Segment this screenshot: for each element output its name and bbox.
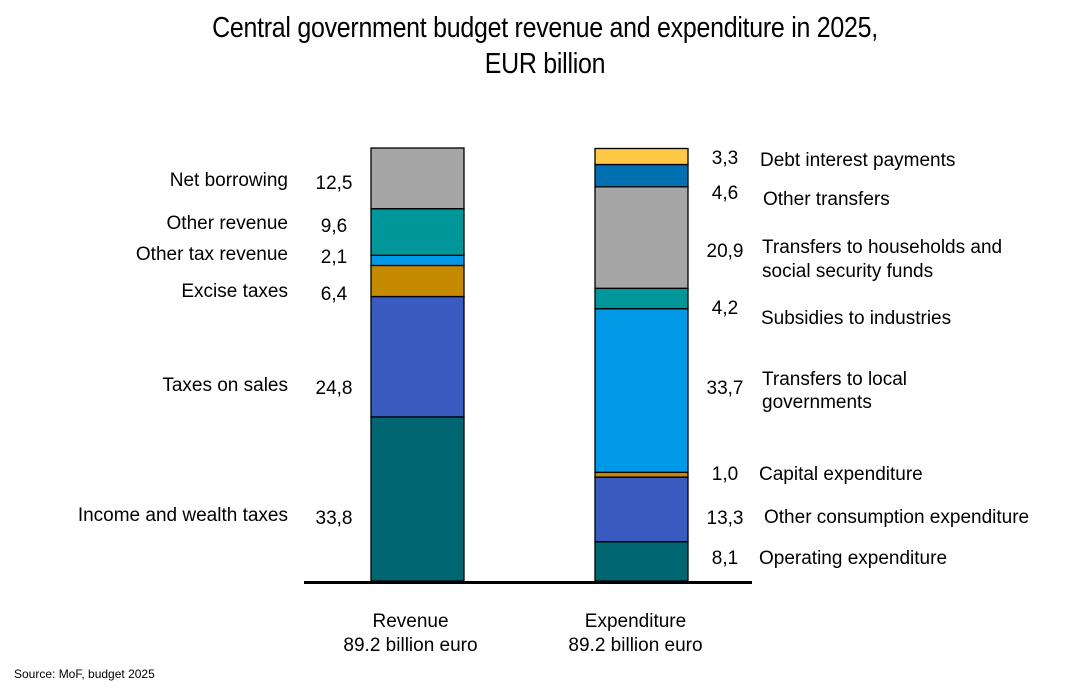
chart-title: Central government budget revenue and ex… bbox=[76, 10, 1013, 82]
revenue-label: Excise taxes bbox=[181, 281, 288, 302]
expenditure-segment-subsidies-to-industries bbox=[594, 287, 689, 310]
revenue-label: Net borrowing bbox=[170, 170, 288, 191]
revenue-value-label: 6,4 bbox=[321, 284, 348, 305]
expenditure-value-label: 4,2 bbox=[712, 298, 738, 319]
expenditure-label: governments bbox=[762, 392, 872, 413]
revenue-label: Other revenue bbox=[167, 213, 288, 234]
expenditure-value-label: 8,1 bbox=[712, 548, 738, 569]
revenue-value-label: 9,6 bbox=[321, 216, 347, 237]
revenue-segment-other-tax-revenue bbox=[370, 254, 465, 267]
revenue-label: Income and wealth taxes bbox=[78, 505, 288, 526]
source-note: Source: MoF, budget 2025 bbox=[14, 667, 155, 681]
expenditure-segment-debt-interest-payments bbox=[594, 147, 689, 166]
chart-title-line-2: EUR billion bbox=[484, 48, 606, 80]
expenditure-value-label: 13,3 bbox=[707, 508, 744, 529]
expenditure-segment-transfers-to-local-governments bbox=[594, 308, 689, 473]
expenditure-segment-other-transfers bbox=[594, 163, 689, 188]
expenditure-label: social security funds bbox=[762, 261, 933, 282]
expenditure-segment-operating-expenditure bbox=[594, 541, 689, 582]
category-total-label: 89.2 billion euro bbox=[568, 635, 702, 656]
revenue-segment-other-revenue bbox=[370, 208, 465, 256]
expenditure-value-label: 33,7 bbox=[707, 378, 744, 399]
expenditure-segment-transfers-to-households-and-social-security-funds bbox=[594, 186, 689, 289]
expenditure-value-label: 1,0 bbox=[712, 464, 738, 485]
expenditure-label: Other transfers bbox=[763, 189, 890, 210]
expenditure-segment-capital-expenditure bbox=[594, 471, 689, 478]
expenditure-segment-other-consumption-expenditure bbox=[594, 476, 689, 543]
category-label: Revenue bbox=[372, 611, 448, 632]
expenditure-value-label: 3,3 bbox=[712, 148, 738, 169]
expenditure-label: Subsidies to industries bbox=[761, 308, 951, 329]
revenue-label: Other tax revenue bbox=[136, 244, 288, 265]
expenditure-label: Operating expenditure bbox=[759, 548, 947, 569]
expenditure-label: Capital expenditure bbox=[759, 464, 923, 485]
category-total-label: 89.2 billion euro bbox=[343, 635, 477, 656]
expenditure-value-label: 4,6 bbox=[712, 183, 738, 204]
category-label: Expenditure bbox=[585, 611, 686, 632]
revenue-value-label: 12,5 bbox=[316, 173, 353, 194]
revenue-segment-income-and-wealth-taxes bbox=[370, 416, 465, 582]
revenue-value-label: 2,1 bbox=[321, 247, 347, 268]
revenue-segment-excise-taxes bbox=[370, 264, 465, 298]
revenue-value-label: 33,8 bbox=[316, 508, 353, 529]
expenditure-label: Other consumption expenditure bbox=[764, 507, 1029, 528]
revenue-label: Taxes on sales bbox=[162, 375, 288, 396]
expenditure-value-label: 20,9 bbox=[707, 241, 744, 262]
expenditure-label: Transfers to local bbox=[762, 369, 907, 390]
revenue-value-label: 24,8 bbox=[316, 378, 353, 399]
expenditure-label: Transfers to households and bbox=[762, 237, 1002, 258]
revenue-segment-net-borrowing bbox=[370, 147, 465, 210]
chart-title-line-1: Central government budget revenue and ex… bbox=[212, 12, 878, 44]
revenue-segment-taxes-on-sales bbox=[370, 295, 465, 418]
expenditure-label: Debt interest payments bbox=[760, 150, 955, 171]
